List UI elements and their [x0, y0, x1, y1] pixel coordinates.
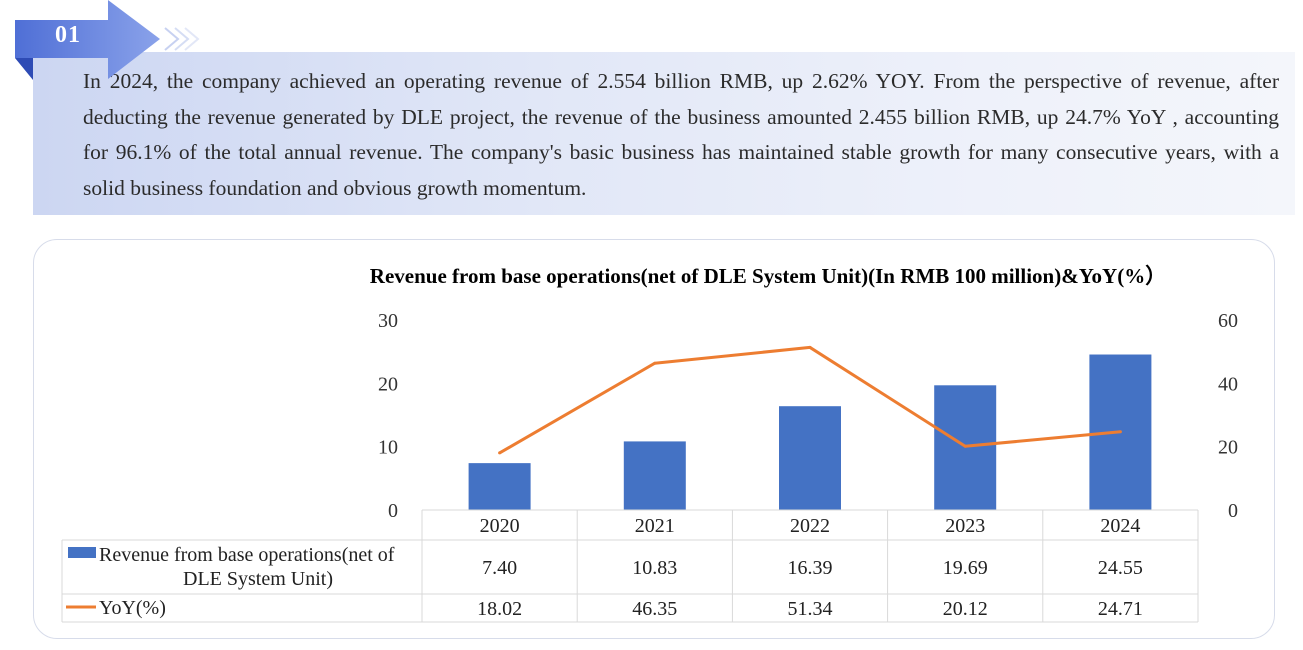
section-badge: 01 — [15, 0, 215, 95]
yoy-data-label: 51.34 — [788, 598, 833, 620]
x-tick-label: 2023 — [945, 515, 985, 537]
legend-bar-label-line2: DLE System Unit) — [183, 568, 333, 590]
yoy-data-label: 24.71 — [1098, 598, 1143, 620]
chart-card — [33, 239, 1275, 639]
bar-2022 — [779, 406, 841, 510]
yoy-data-label: 46.35 — [632, 598, 677, 620]
x-tick-label: 2024 — [1100, 515, 1140, 537]
bar-data-label: 7.40 — [482, 557, 517, 579]
bar-data-label: 24.55 — [1098, 557, 1143, 579]
y-right-tick-label: 40 — [1218, 373, 1238, 395]
yoy-point-2023 — [963, 444, 967, 448]
bar-2020 — [468, 463, 531, 510]
x-tick-label: 2022 — [790, 515, 830, 537]
intro-panel: In 2024, the company achieved an operati… — [33, 52, 1295, 215]
bar-2021 — [623, 441, 686, 510]
yoy-point-2022 — [808, 345, 812, 349]
legend-line-label: YoY(%) — [99, 597, 166, 619]
x-tick-label: 2021 — [635, 515, 675, 537]
badge-arrow-icon — [15, 0, 200, 80]
section-number: 01 — [55, 22, 81, 48]
y-left-tick-label: 20 — [378, 373, 398, 395]
y-left-tick-label: 0 — [388, 500, 398, 522]
bar-data-label: 19.69 — [943, 557, 988, 579]
x-tick-label: 2020 — [480, 515, 520, 537]
bar-data-label: 16.39 — [788, 557, 833, 579]
yoy-point-2021 — [653, 361, 657, 365]
yoy-data-label: 20.12 — [943, 598, 988, 620]
yoy-data-label: 18.02 — [477, 598, 522, 620]
y-right-tick-label: 0 — [1228, 500, 1238, 522]
legend-bar-swatch — [68, 547, 96, 558]
y-left-tick-label: 10 — [378, 437, 398, 459]
yoy-point-2020 — [498, 451, 502, 455]
legend-bar-label-line1: Revenue from base operations(net of — [99, 544, 395, 566]
y-left-tick-label: 30 — [378, 310, 398, 332]
chart-title: Revenue from base operations(net of DLE … — [370, 264, 1166, 288]
y-right-tick-label: 20 — [1218, 437, 1238, 459]
y-right-tick-label: 60 — [1218, 310, 1238, 332]
intro-paragraph: In 2024, the company achieved an operati… — [83, 69, 1279, 200]
yoy-point-2024 — [1118, 430, 1122, 434]
bar-data-label: 10.83 — [632, 557, 677, 579]
